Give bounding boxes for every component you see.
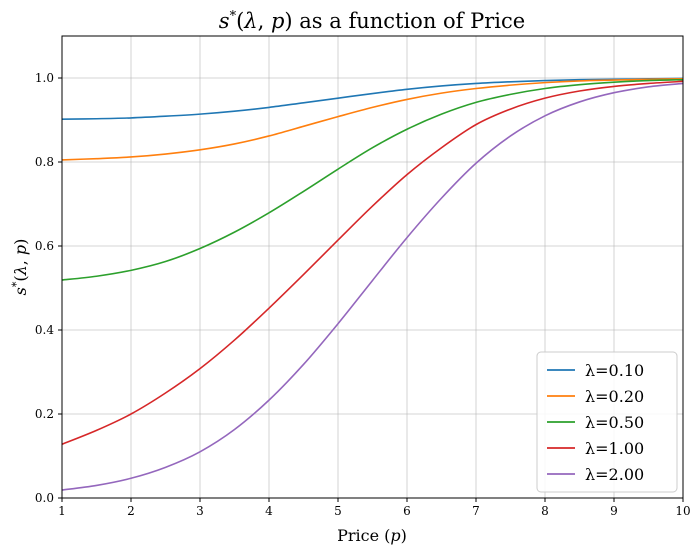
y-tick-label: 0.8 bbox=[35, 155, 54, 169]
series-line-4 bbox=[61, 82, 684, 491]
series-line-2 bbox=[61, 78, 684, 281]
x-tick-label: 6 bbox=[403, 504, 411, 518]
x-tick-label: 9 bbox=[610, 504, 618, 518]
x-axis-label: Price (p) bbox=[337, 526, 407, 545]
series-line-3 bbox=[61, 80, 684, 445]
legend-label: λ=0.50 bbox=[585, 413, 644, 432]
y-tick-label: 0.0 bbox=[35, 491, 54, 505]
x-tick-label: 5 bbox=[334, 504, 342, 518]
y-tick-label: 0.4 bbox=[35, 323, 54, 337]
series-line-1 bbox=[61, 78, 684, 161]
x-tick-label: 4 bbox=[265, 504, 273, 518]
x-tick-label: 3 bbox=[196, 504, 204, 518]
legend-label: λ=0.20 bbox=[585, 387, 644, 406]
x-tick-label: 7 bbox=[472, 504, 480, 518]
x-tick-label: 10 bbox=[675, 504, 690, 518]
x-tick-label: 2 bbox=[127, 504, 135, 518]
legend-label: λ=1.00 bbox=[585, 439, 644, 458]
series-lines bbox=[61, 77, 684, 491]
legend: λ=0.10 λ=0.20 λ=0.50 λ=1.00 λ=2.00 bbox=[536, 351, 678, 493]
x-tick-label: 1 bbox=[58, 504, 66, 518]
legend-label: λ=2.00 bbox=[585, 465, 644, 484]
y-tick-label: 0.6 bbox=[35, 239, 54, 253]
y-tick-label: 1.0 bbox=[35, 71, 54, 85]
y-axis-label: s*(λ, p) bbox=[10, 239, 30, 296]
series-line-0 bbox=[61, 77, 684, 120]
legend-label: λ=0.10 bbox=[585, 361, 644, 380]
x-tick-label: 8 bbox=[541, 504, 549, 518]
legend-box bbox=[536, 351, 678, 493]
chart-title: s*(λ, p) as a function of Price bbox=[219, 9, 525, 33]
axis-ticks: 1 2 3 4 5 6 7 8 9 10 0.0 0.2 0.4 0.6 0.8 1.0 bbox=[35, 71, 691, 518]
plot-frame bbox=[61, 35, 684, 499]
y-tick-label: 0.2 bbox=[35, 407, 54, 421]
